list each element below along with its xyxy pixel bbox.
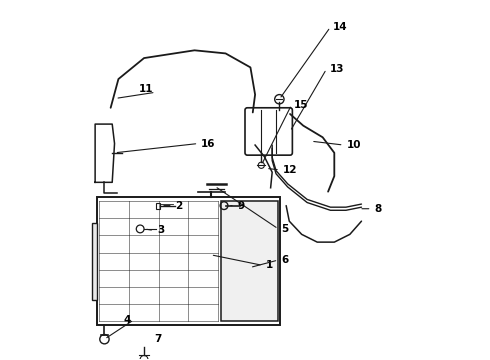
Text: 1: 1 [266, 260, 273, 270]
Text: 10: 10 [347, 140, 361, 150]
Text: 2: 2 [175, 201, 182, 211]
Text: 3: 3 [157, 225, 165, 235]
Text: 12: 12 [283, 165, 297, 175]
Text: 4: 4 [123, 315, 130, 325]
Bar [156, 203, 160, 209]
Text: 14: 14 [333, 22, 347, 32]
Text: 13: 13 [330, 64, 344, 74]
Bar [92, 223, 98, 300]
Text: 9: 9 [237, 201, 245, 211]
Text: 15: 15 [294, 100, 308, 110]
Bar [221, 201, 278, 321]
Text: 8: 8 [375, 204, 382, 214]
Text: 11: 11 [139, 84, 153, 94]
Text: 16: 16 [201, 139, 215, 149]
Text: 7: 7 [154, 334, 162, 344]
Text: 6: 6 [281, 255, 289, 265]
Text: 5: 5 [281, 224, 289, 234]
